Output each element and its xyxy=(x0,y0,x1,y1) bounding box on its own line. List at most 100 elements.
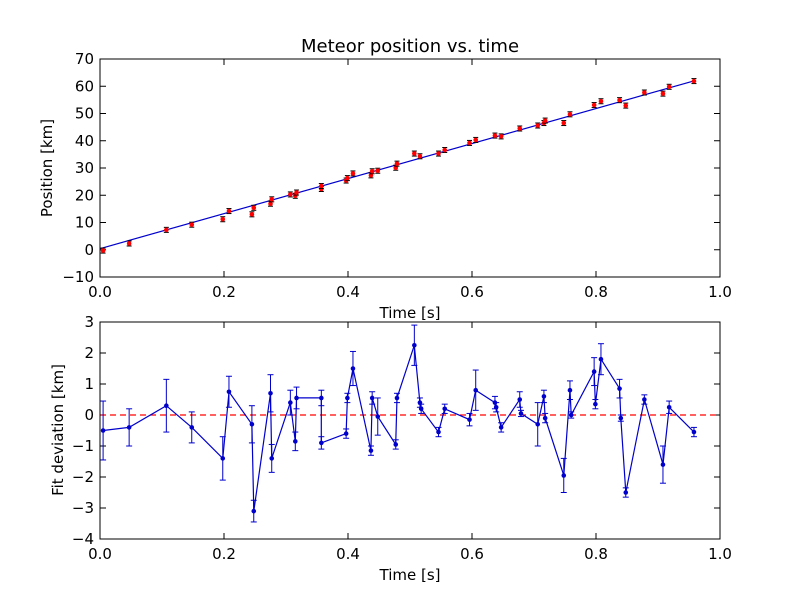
deviation-point xyxy=(345,395,350,401)
position-point xyxy=(617,97,623,104)
position-plot-xlabel: Time [s] xyxy=(379,304,441,322)
deviation-point xyxy=(369,395,375,401)
deviation-point xyxy=(412,342,417,348)
position-point xyxy=(561,120,567,127)
deviation-point xyxy=(517,397,523,402)
position-plot-xtick-label: 0.2 xyxy=(212,283,236,301)
deviation-plot-xtick-label: 0.8 xyxy=(584,545,608,563)
deviation-point xyxy=(350,366,356,371)
deviation-plot-xtick-label: 0.4 xyxy=(336,545,360,563)
position-point xyxy=(269,196,275,203)
position-plot-xtick-label: 0.6 xyxy=(460,283,484,301)
position-point xyxy=(473,136,479,143)
deviation-point xyxy=(293,439,298,444)
deviation-plot-ytick-label: 1 xyxy=(84,375,94,393)
position-plot-ytick-label: 70 xyxy=(75,50,94,68)
deviation-plot-xtick-label: 1.0 xyxy=(708,545,732,563)
position-point xyxy=(287,191,293,198)
deviation-plot-ytick-label: 0 xyxy=(84,406,94,424)
deviation-point xyxy=(541,394,547,399)
position-point xyxy=(691,78,697,85)
deviation-plot-xtick-label: 0.2 xyxy=(212,545,236,563)
deviation-point xyxy=(617,386,622,391)
position-plot-ytick-label: −10 xyxy=(62,268,94,286)
position-point xyxy=(436,150,442,157)
position-plot-ytick-label: 40 xyxy=(75,132,94,150)
deviation-point xyxy=(666,404,672,410)
deviation-plot-xtick-label: 0.6 xyxy=(460,545,484,563)
deviation-plot-ytick-label: 2 xyxy=(84,344,94,362)
deviation-point xyxy=(593,401,598,407)
deviation-plot-ytick-label: −2 xyxy=(72,468,94,486)
deviation-point xyxy=(618,415,624,421)
deviation-point xyxy=(126,425,132,430)
deviation-point xyxy=(591,369,597,374)
position-point xyxy=(442,147,448,154)
position-point xyxy=(535,122,541,129)
deviation-point xyxy=(368,448,374,453)
deviation-point xyxy=(498,425,504,430)
position-point xyxy=(251,204,257,211)
position-point xyxy=(498,133,504,140)
position-point xyxy=(623,102,629,109)
deviation-point xyxy=(418,406,424,412)
position-point xyxy=(220,216,226,223)
position-point xyxy=(411,150,417,157)
deviation-point xyxy=(623,490,629,495)
deviation-point xyxy=(473,387,479,393)
position-plot: Meteor position vs. time 0.0 0.2 0.4 0.6 0.8… xyxy=(38,36,732,322)
position-point xyxy=(189,221,195,228)
deviation-point xyxy=(319,395,324,401)
deviation-point xyxy=(535,422,541,427)
deviation-plot-ylabel: Fit deviation [km] xyxy=(49,364,67,496)
position-point xyxy=(369,168,375,175)
deviation-point xyxy=(436,429,441,435)
deviation-point xyxy=(251,508,257,514)
deviation-point xyxy=(598,356,604,362)
position-point xyxy=(394,160,400,167)
deviation-point xyxy=(249,422,255,427)
deviation-point xyxy=(567,387,573,393)
deviation-point xyxy=(467,417,472,422)
position-point xyxy=(598,98,604,105)
deviation-point xyxy=(542,415,548,421)
deviation-plot-frame xyxy=(99,321,721,540)
deviation-point xyxy=(164,403,169,409)
deviation-point xyxy=(561,473,567,478)
position-point xyxy=(467,139,473,146)
position-plot-ytick-label: 0 xyxy=(84,241,94,259)
deviation-plot-xlabel: Time [s] xyxy=(379,566,441,584)
deviation-point xyxy=(319,440,324,446)
deviation-point xyxy=(294,395,299,401)
position-plot-ytick-label: 60 xyxy=(75,77,94,95)
position-plot-ytick-label: 10 xyxy=(75,214,94,232)
deviation-point xyxy=(288,400,293,405)
deviation-plot-ticks: 0.0 0.2 0.4 0.6 0.8 1.0 −4 −3 −2 −1 0 1 2 3 xyxy=(72,313,732,563)
position-point xyxy=(542,117,548,124)
deviation-plot-xtick-label: 0.0 xyxy=(88,545,112,563)
position-point xyxy=(517,125,523,132)
deviation-plot-data xyxy=(100,324,720,523)
position-point xyxy=(492,132,498,139)
position-plot-xtick-label: 0.4 xyxy=(336,283,360,301)
deviation-point xyxy=(394,395,400,401)
position-point xyxy=(163,226,169,233)
deviation-point xyxy=(568,412,574,418)
deviation-point xyxy=(268,391,273,396)
deviation-point xyxy=(518,411,524,416)
deviation-plot-ytick-label: −3 xyxy=(72,499,94,517)
position-point xyxy=(100,247,106,254)
deviation-plot-ytick-label: 3 xyxy=(84,313,94,331)
deviation-point xyxy=(642,397,647,402)
position-plot-ytick-label: 20 xyxy=(75,186,94,204)
deviation-point xyxy=(442,406,448,412)
deviation-plot-ytick-label: −4 xyxy=(72,530,94,548)
position-plot-ytick-label: 30 xyxy=(75,159,94,177)
deviation-point xyxy=(100,428,106,433)
position-point xyxy=(350,170,356,177)
deviation-point xyxy=(393,442,399,447)
deviation-point xyxy=(343,431,349,436)
position-plot-xtick-label: 0.8 xyxy=(584,283,608,301)
